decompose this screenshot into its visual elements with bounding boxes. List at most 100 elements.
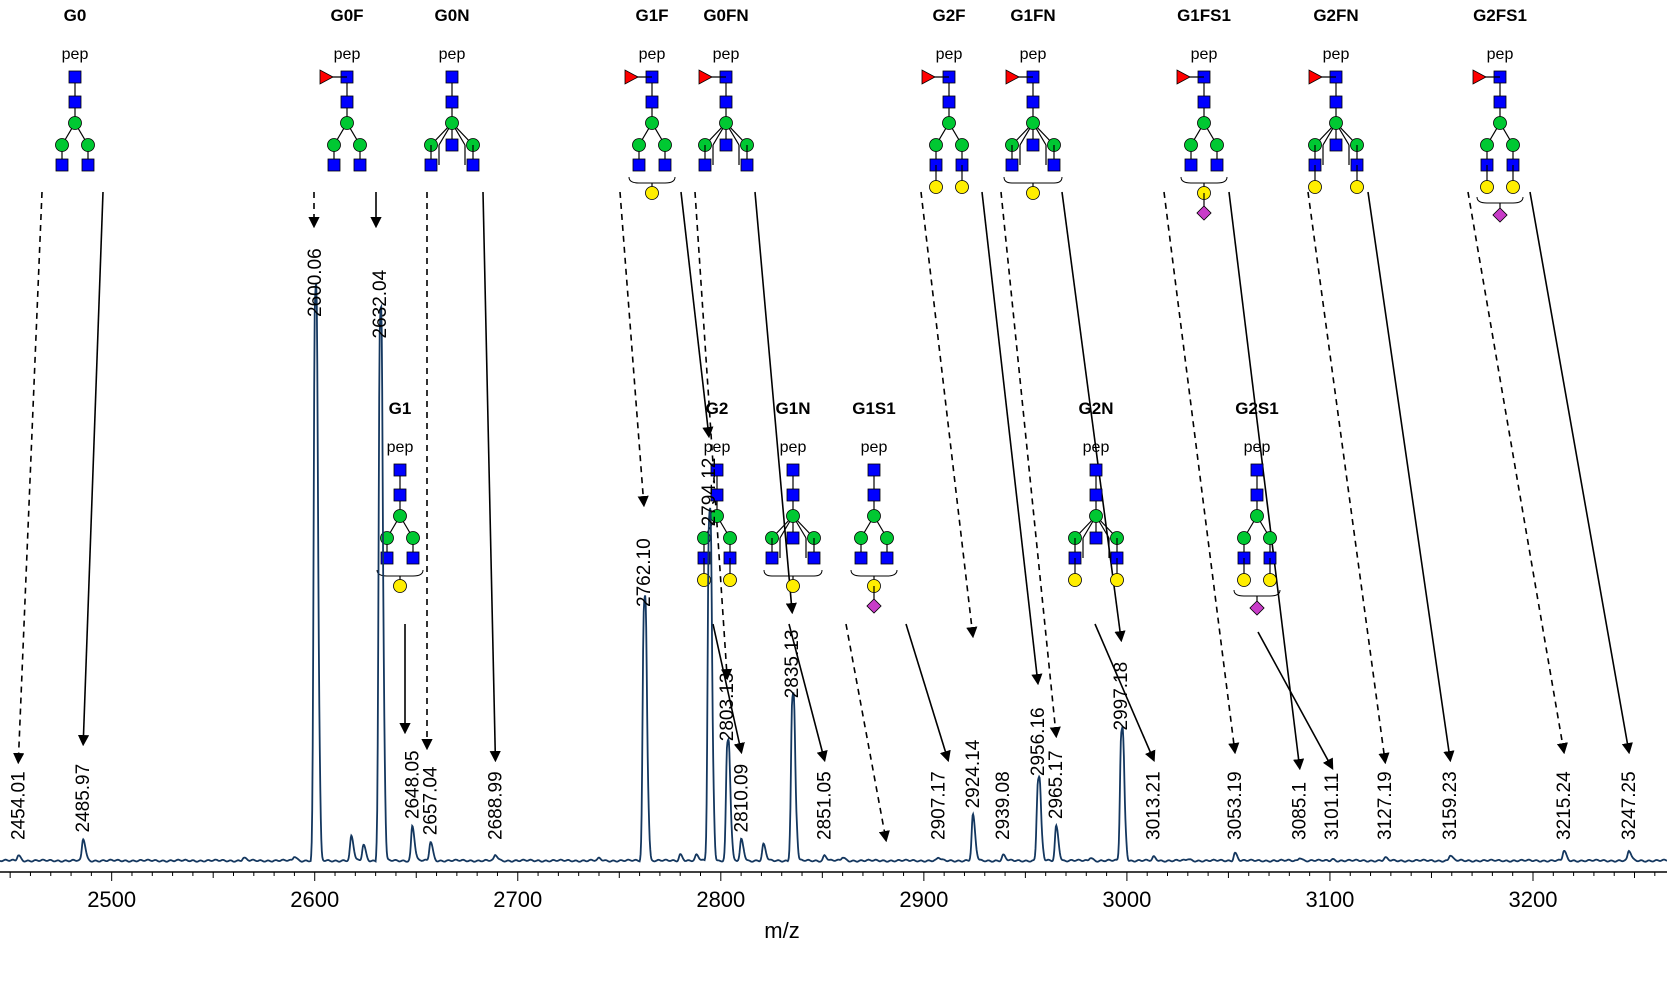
glcnac-icon [68,95,82,109]
pep-label: pep [1244,439,1271,456]
mannose-icon [955,138,969,152]
glycan-name-label: G1FS1 [1177,6,1231,25]
peak-label: 2632.04 [370,269,391,338]
glcnac-icon [765,551,779,565]
glcnac-icon [786,488,800,502]
x-tick-label: 2800 [696,887,745,912]
spectrum-trace [0,283,1667,863]
glcnac-icon [1493,95,1507,109]
dashed-arrow [619,191,649,508]
galactose-icon [1068,573,1082,587]
glcnac-icon [867,463,881,477]
galactose-icon [1480,180,1494,194]
peak-label: 2997.18 [1111,662,1132,731]
solid-arrow [1061,191,1126,643]
sialic-acid-icon [866,598,882,614]
fucose-icon [1308,69,1323,85]
glycan-g2n: G2N pep [1068,399,1124,587]
mannose-icon [353,138,367,152]
glycan-name-label: G0N [435,6,470,25]
glcnac-icon [1210,158,1224,172]
peak-label: 2688.99 [485,771,506,840]
glcnac-icon [1250,488,1264,502]
mannose-icon [1237,531,1251,545]
mannose-icon [1506,138,1520,152]
peak-label: 2485.97 [73,764,94,833]
peak-label: 3159.23 [1440,771,1461,840]
x-tick-label: 2900 [899,887,948,912]
peak-label: 2794.12 [699,458,720,527]
glcnac-icon [327,158,341,172]
arrows-layer [13,191,1633,843]
glcnac-icon [466,158,480,172]
dashed-arrow [1467,191,1568,755]
bisecting-glcnac-icon [786,531,800,545]
peak-label: 2454.01 [8,771,29,840]
x-tick-label: 3000 [1102,887,1151,912]
galactose-icon [1263,573,1277,587]
peak-label: 2648.05 [402,750,423,819]
glycan-name-label: G1FN [1010,6,1055,25]
glcnac-icon [406,551,420,565]
solid-arrow [1094,623,1156,763]
glcnac-icon [645,95,659,109]
pep-label: pep [704,439,731,456]
peak-label: 3053.19 [1225,771,1246,840]
galactose-icon [1506,180,1520,194]
peak-label: 3127.19 [1375,771,1396,840]
mannose-icon [723,531,737,545]
pep-label: pep [780,439,807,456]
galactose-icon [1110,573,1124,587]
bisecting-glcnac-icon [1026,138,1040,152]
glcnac-icon [786,463,800,477]
glcnac-icon [632,158,646,172]
glcnac-icon [807,551,821,565]
bisecting-glcnac-icon [1329,138,1343,152]
mannose-icon [658,138,672,152]
sialic-acid-icon [1249,600,1265,616]
solid-arrow [77,191,104,747]
galactose-icon [955,180,969,194]
mannose-icon [406,531,420,545]
glycan-g2fs1: G2FS1 pep [1472,6,1527,223]
pep-label: pep [861,439,888,456]
fucose-icon [921,69,936,85]
glycan-g2s1: G2S1 pep [1233,399,1281,616]
peak-label-layer: 2454.01 2485.97 2600.06 2632.04 2648.052657.… [8,248,1640,840]
pep-label: pep [713,46,740,63]
glycan-g0f: G0F pep [319,6,367,172]
glycan-g0n: G0N pep [424,6,480,172]
glcnac-icon [698,158,712,172]
mannose-icon [1184,138,1198,152]
glcnac-icon [55,158,69,172]
fucose-icon [1176,69,1191,85]
glycan-name-label: G0F [330,6,363,25]
glycan-g1fn: G1FN pep [1003,6,1063,200]
x-tick-label: 3100 [1305,887,1354,912]
dashed-arrow [1163,191,1240,755]
peak-label: 3101.11 [1322,773,1343,840]
glycan-name-label: G1S1 [852,399,895,418]
mannose-icon [1026,116,1040,130]
glcnac-icon [340,95,354,109]
galactose-icon [393,579,407,593]
peak-label: 3215.24 [1554,771,1575,840]
peak-label: 2803.13 [717,673,738,742]
mannose-icon [1210,138,1224,152]
peak-label: 2851.05 [815,771,836,840]
mannose-icon [1250,509,1264,523]
solid-arrow [680,191,714,439]
glcnac-icon [1026,95,1040,109]
glcnac-icon [854,551,868,565]
pep-label: pep [387,439,414,456]
glcnac-icon [880,551,894,565]
solid-arrow [482,191,501,763]
glycan-g2fn: G2FN pep [1308,6,1364,194]
glycan-name-label: G2FN [1313,6,1358,25]
glycan-name-label: G1N [776,399,811,418]
peak-label: 2924.14 [963,739,984,808]
peak-label: 2762.10 [634,538,655,607]
glcnac-icon [740,158,754,172]
glcnac-icon [867,488,881,502]
glcnac-icon [710,488,724,502]
